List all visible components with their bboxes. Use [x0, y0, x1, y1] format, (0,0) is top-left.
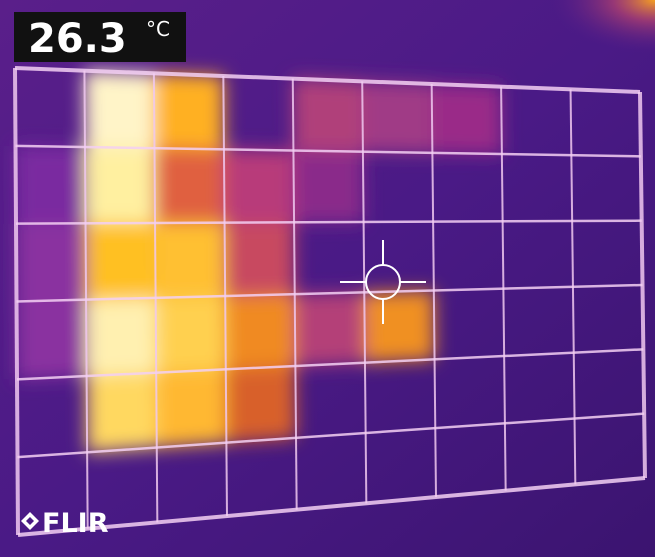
heat-cell [364, 290, 435, 363]
heat-cell [294, 292, 365, 366]
flir-logo: FLIR [21, 508, 109, 539]
heat-cell [15, 145, 86, 224]
grid-line [14, 66, 641, 94]
brand-name: FLIR [42, 508, 109, 539]
temperature-unit: °C [146, 17, 170, 41]
heat-cell [223, 149, 295, 223]
temperature-value: 26.3 [28, 16, 127, 62]
grid-line [15, 144, 641, 158]
grid-line [16, 283, 643, 303]
heat-cell [16, 223, 87, 302]
heat-cell [86, 297, 157, 376]
heat-cell [16, 299, 87, 380]
grid-line [16, 348, 644, 381]
grid-line [17, 412, 645, 459]
heat-cells [15, 70, 502, 453]
heat-cell [225, 366, 297, 443]
heat-cell [431, 84, 502, 154]
heat-cell [292, 78, 363, 152]
heat-cell [84, 147, 156, 224]
heat-cell [156, 369, 227, 448]
crosshair [340, 240, 426, 324]
heat-cell [225, 294, 296, 370]
reading-box [14, 12, 186, 62]
grid-line [15, 219, 642, 225]
heat-cell [362, 81, 433, 153]
heat-cell [85, 223, 156, 300]
heat-cell [154, 148, 225, 223]
warm-corner [480, 0, 655, 90]
heat-cell [224, 222, 295, 296]
heat-cell [155, 296, 226, 373]
heat-cell [155, 222, 226, 298]
logo-icon [21, 512, 39, 530]
heat-cell [86, 372, 157, 453]
heat-cell [153, 73, 224, 150]
heat-cell [84, 70, 155, 149]
grid-line [17, 476, 646, 537]
heat-cell [293, 150, 364, 223]
panel-grid [13, 66, 647, 537]
